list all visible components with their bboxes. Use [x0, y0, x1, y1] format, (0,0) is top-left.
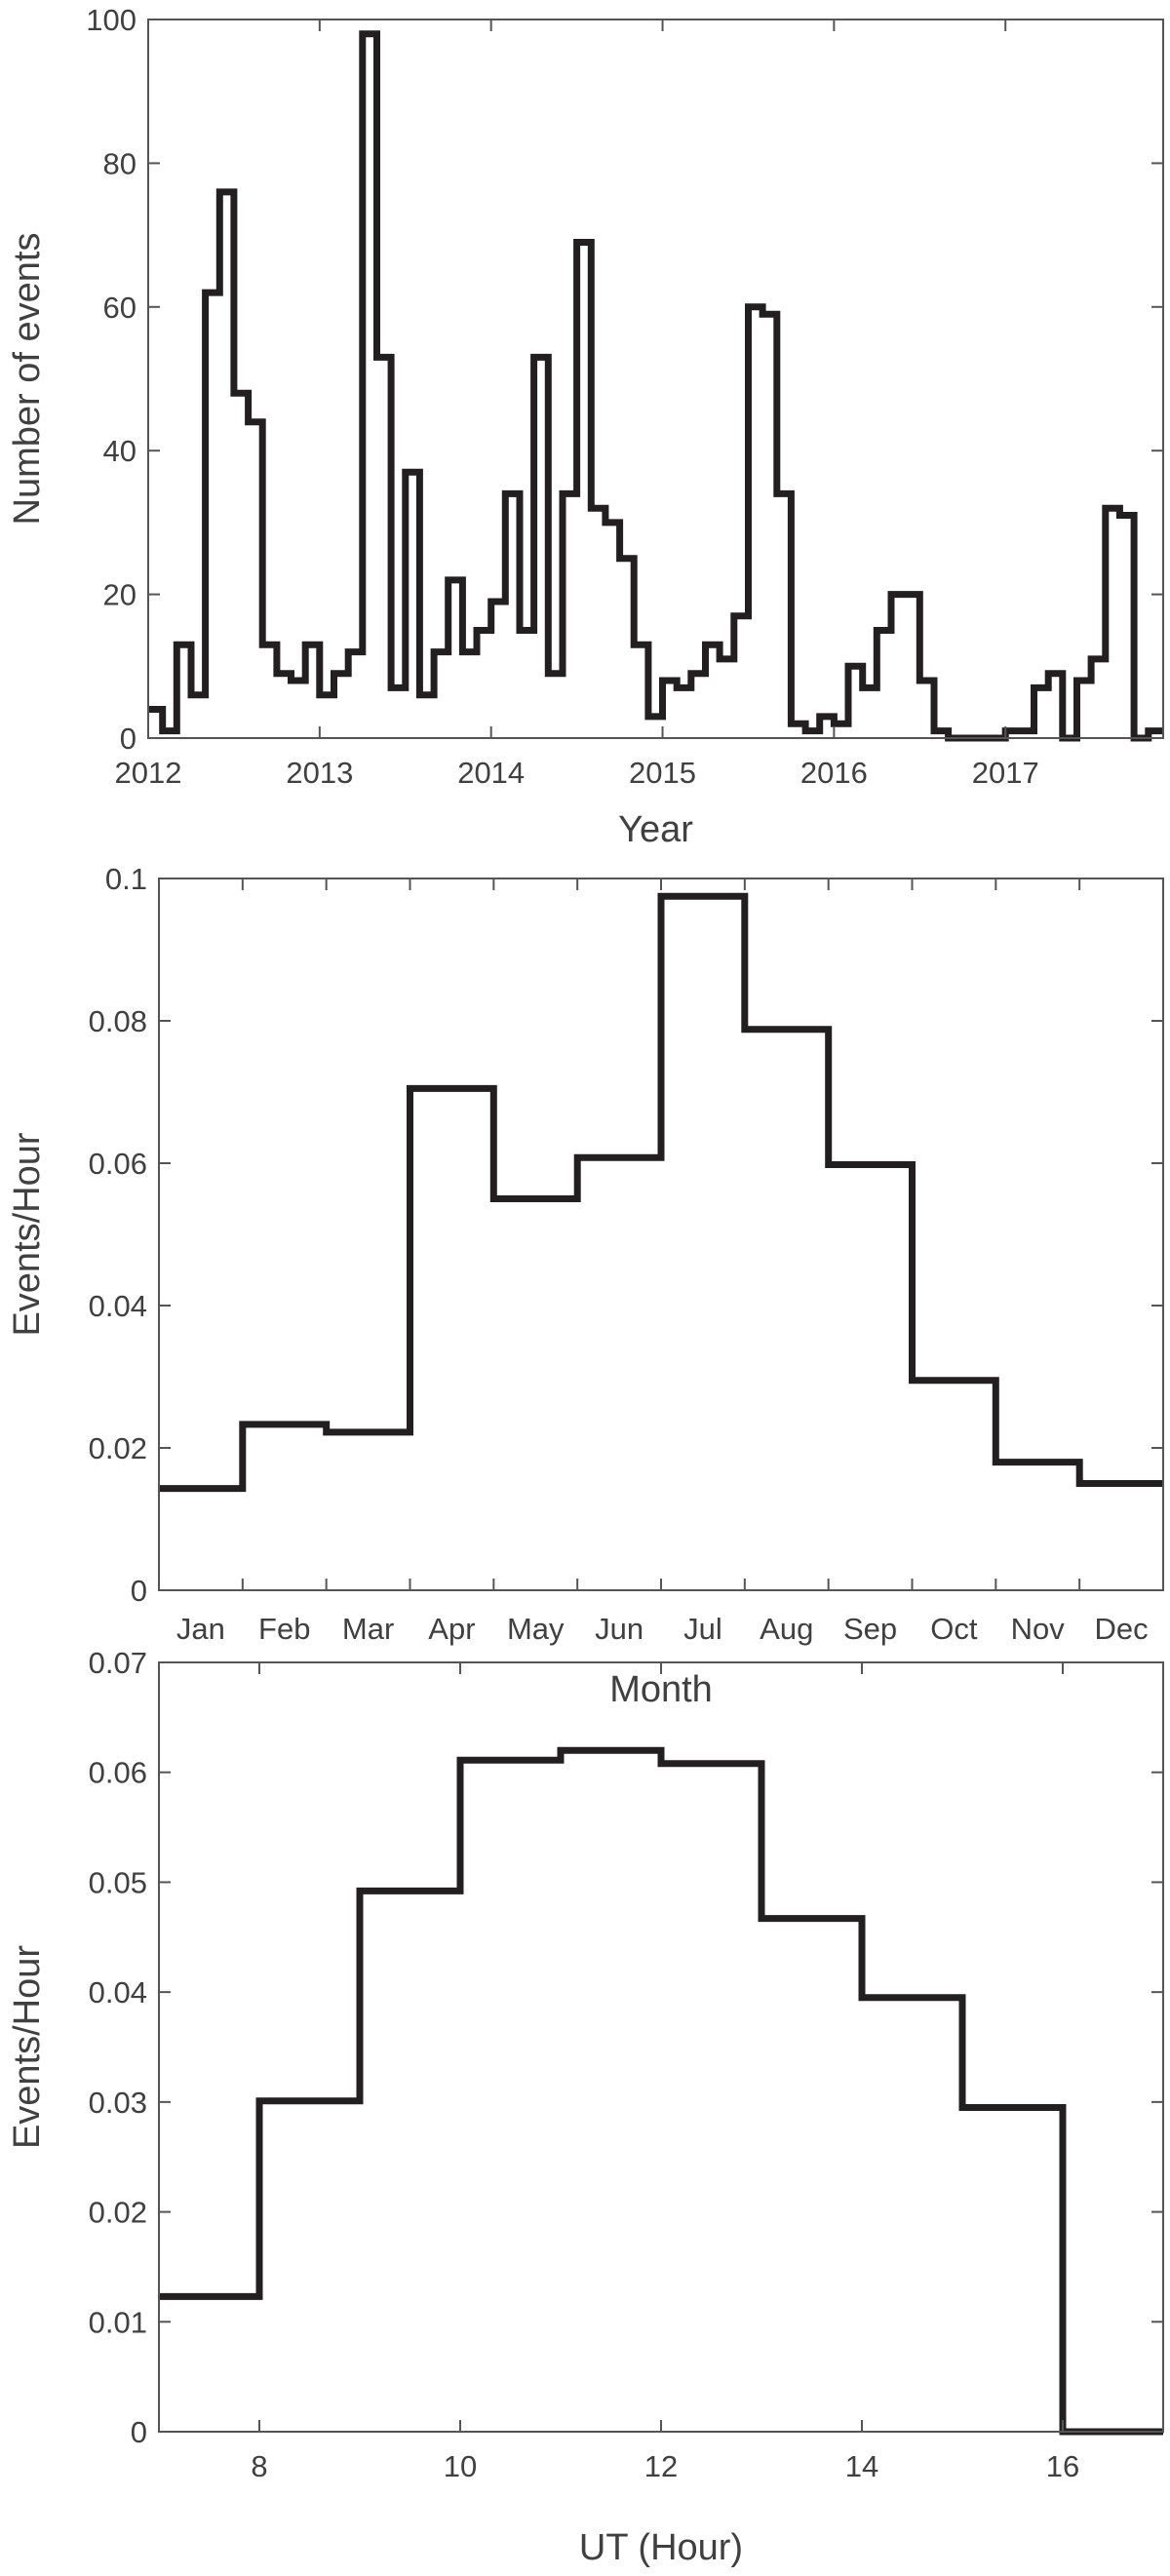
y-tick-label: 0.01 — [89, 2305, 147, 2339]
y-tick-label: 0 — [120, 722, 136, 756]
y-tick-label: 0.02 — [89, 2196, 147, 2230]
y-tick-label: 0.08 — [89, 1004, 147, 1038]
x-tick-label: Jan — [176, 1612, 225, 1646]
y-tick-label: 0 — [131, 2415, 147, 2449]
y-tick-label: 60 — [103, 291, 136, 325]
x-tick-label: 2013 — [286, 756, 353, 790]
x-tick-label: Oct — [930, 1612, 978, 1646]
x-tick-label: 14 — [845, 2449, 878, 2483]
x-tick-label: May — [507, 1612, 565, 1646]
x-tick-label: 16 — [1046, 2449, 1079, 2483]
y-axis-label: Events/Hour — [7, 1132, 48, 1336]
y-tick-label: 0.04 — [89, 1975, 147, 2010]
x-tick-label: Feb — [258, 1612, 310, 1646]
x-tick-label: 2017 — [972, 756, 1039, 790]
y-tick-label: 0.04 — [89, 1289, 147, 1323]
x-tick-label: Sep — [843, 1612, 897, 1646]
x-tick-label: 2016 — [800, 756, 868, 790]
y-tick-label: 0.03 — [89, 2086, 147, 2120]
x-tick-label: Nov — [1011, 1612, 1066, 1646]
y-axis-label: Events/Hour — [7, 1945, 48, 2149]
data-series-stairs — [159, 892, 1163, 1493]
x-axis-label: Month — [609, 1669, 713, 1710]
chart-3: 0 0.01 0.02 0.03 0.04 0.05 0.06 0.07 8 10 12 14 16 UT… — [7, 1646, 1164, 2568]
x-tick-label: 10 — [444, 2449, 477, 2483]
y-tick-label: 0.07 — [89, 1646, 147, 1680]
x-tick-label: 2015 — [629, 756, 696, 790]
x-tick-label: Aug — [760, 1612, 813, 1646]
y-tick-label: 0 — [131, 1574, 147, 1608]
y-tick-label: 40 — [103, 434, 136, 468]
y-tick-label: 80 — [103, 146, 136, 180]
data-series-stairs — [159, 1746, 1163, 2436]
x-tick-label: Mar — [342, 1612, 394, 1646]
x-axis-label: UT (Hour) — [579, 2527, 743, 2568]
x-tick-label: Dec — [1095, 1612, 1149, 1646]
y-axis-label: Number of events — [7, 233, 48, 526]
x-tick-label: Apr — [428, 1612, 475, 1646]
x-tick-label: 2012 — [115, 756, 182, 790]
x-tick-label: 8 — [251, 2449, 267, 2483]
y-tick-label: 0.1 — [105, 862, 147, 896]
axes-box — [147, 19, 1164, 739]
chart-1: 0 20 40 60 80 100 2012 2013 2014 2015 2016 2017 Year… — [7, 3, 1164, 850]
axes-box — [158, 1661, 1164, 2433]
data-series-stairs — [148, 30, 1163, 742]
x-tick-label: Jun — [595, 1612, 644, 1646]
x-tick-label: 2014 — [457, 756, 525, 790]
x-tick-label: 12 — [644, 2449, 678, 2483]
y-tick-label: 0.02 — [89, 1431, 147, 1465]
y-tick-label: 0.05 — [89, 1865, 147, 1899]
y-tick-label: 0.06 — [89, 1756, 147, 1790]
y-tick-label: 0.06 — [89, 1147, 147, 1181]
x-tick-label: Jul — [683, 1612, 722, 1646]
chart-2: 0 0.02 0.04 0.06 0.08 0.1 Jan Feb Mar Apr May Jun Ju… — [7, 862, 1164, 1710]
x-axis-label: Year — [618, 809, 693, 850]
y-tick-label: 100 — [86, 3, 136, 37]
y-tick-label: 20 — [103, 578, 136, 612]
